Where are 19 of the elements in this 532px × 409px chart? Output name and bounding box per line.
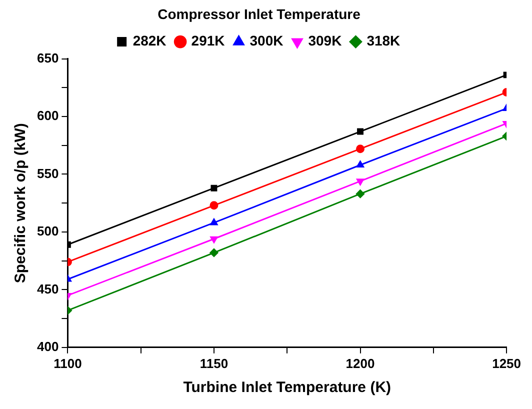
legend-label: 282K (132, 32, 166, 49)
y-tick-label: 450 (36, 281, 59, 296)
legend-label: 291K (191, 32, 225, 49)
x-tick-label: 1150 (200, 356, 228, 371)
y-tick-label: 600 (36, 108, 59, 124)
legend-label: 300K (250, 32, 284, 49)
y-tick-label: 550 (36, 166, 59, 181)
x-tick-label: 1250 (492, 356, 521, 371)
y-tick-label: 400 (36, 338, 59, 354)
legend-label: 318K (366, 32, 400, 49)
y-tick-label: 650 (36, 50, 59, 66)
y-tick-label: 500 (36, 224, 59, 239)
point (357, 128, 364, 135)
legend-title: Compressor Inlet Temperature (158, 6, 361, 22)
x-tick-label: 1200 (346, 356, 375, 371)
y-axis-title: Specific work o/p (kW) (12, 123, 30, 284)
x-tick-label: 1100 (54, 356, 82, 371)
legend-label: 309K (308, 32, 342, 49)
x-axis-title: Turbine Inlet Temperature (K) (183, 379, 392, 396)
